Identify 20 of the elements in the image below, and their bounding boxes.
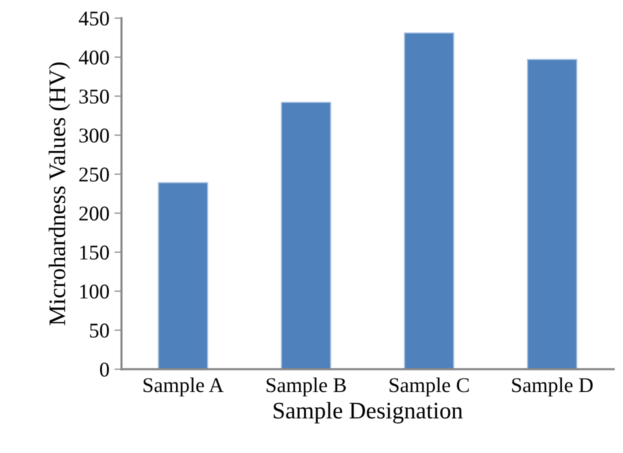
y-tick-label: 450 [78,11,109,26]
x-tick-label: Sample A [144,378,224,396]
x-tick-label: Sample D [512,378,593,396]
y-tick-label: 300 [79,128,109,143]
y-tick-label: 400 [78,50,109,65]
y-tick-label: 0 [100,362,109,377]
y-tick-label: 250 [79,168,109,182]
bar [526,58,578,370]
y-tick-label: 50 [90,324,109,338]
bar [280,102,332,370]
y-tick-label: 150 [80,246,109,260]
x-tick-label: Sample C [390,378,469,396]
y-tick-label: 200 [79,206,109,221]
x-tick-label: Sample B [266,378,346,396]
bar [158,182,208,370]
x-axis-title: Sample Designation [274,402,463,424]
y-tick-label: 100 [80,284,109,299]
y-axis-title: Microhardness Values (HV) [48,62,70,326]
y-tick-label: 350 [79,90,109,104]
bar [404,32,454,370]
